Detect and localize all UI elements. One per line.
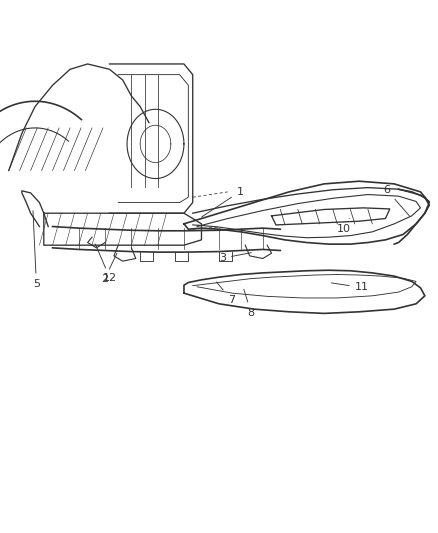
Text: 7: 7 [216,282,235,305]
Text: 8: 8 [244,289,254,318]
Text: 6: 6 [383,185,410,216]
Text: 3: 3 [219,253,251,263]
Text: 5: 5 [33,211,40,289]
Text: 12: 12 [95,244,117,284]
Text: 2: 2 [101,253,117,285]
Text: 10: 10 [337,219,351,234]
Text: 11: 11 [331,282,369,293]
Text: 1: 1 [201,187,244,217]
